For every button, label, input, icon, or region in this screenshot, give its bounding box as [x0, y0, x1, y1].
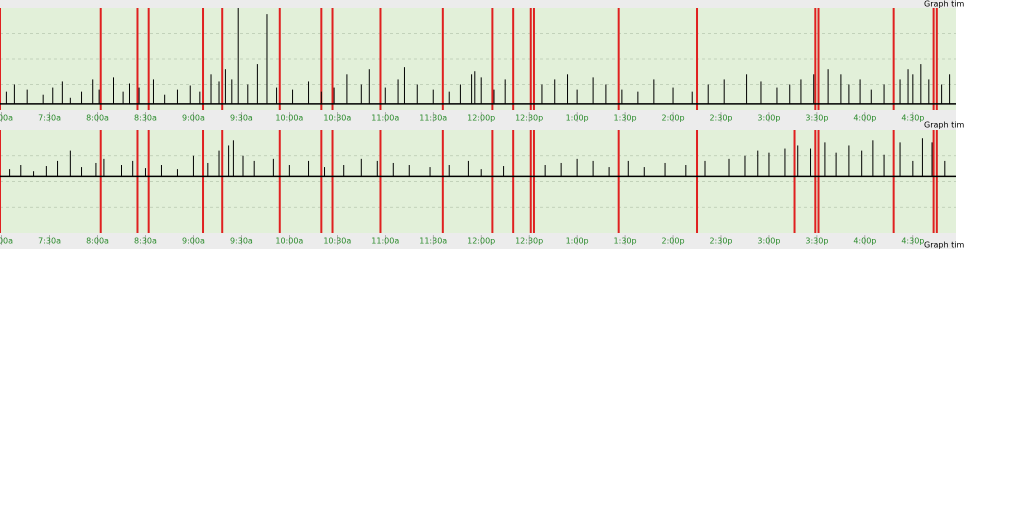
x-tick-label: 8:00a — [86, 114, 109, 123]
x-tick-label: 3:30p — [805, 237, 828, 246]
x-tick-label: 2:00p — [662, 114, 685, 123]
x-tick-label: 9:30a — [230, 237, 253, 246]
x-tick-label: 12:00p — [467, 237, 495, 246]
x-tick-label: 7:00a — [0, 237, 13, 246]
x-tick-label: 12:30p — [515, 237, 543, 246]
x-tick-label: 10:30a — [323, 237, 351, 246]
axis-strip — [0, 233, 956, 249]
x-tick-label: 8:00a — [86, 237, 109, 246]
x-tick-label: 11:00a — [371, 237, 399, 246]
x-tick-label: 11:00a — [371, 114, 399, 123]
x-tick-label: 10:00a — [275, 237, 303, 246]
x-tick-label: 2:30p — [709, 114, 732, 123]
plot-area — [0, 130, 956, 233]
header-strip — [0, 0, 956, 8]
axis-strip — [0, 110, 956, 130]
x-tick-label: 3:00p — [757, 237, 780, 246]
x-tick-label: 1:00p — [566, 237, 589, 246]
x-tick-label: 2:00p — [662, 237, 685, 246]
x-tick-label: 1:30p — [614, 237, 637, 246]
x-tick-label: 11:30a — [419, 237, 447, 246]
x-tick-label: 2:30p — [709, 237, 732, 246]
x-tick-label: 3:30p — [805, 114, 828, 123]
x-tick-label: 7:30a — [38, 237, 61, 246]
x-tick-label: 3:00p — [757, 114, 780, 123]
x-tick-label: 12:30p — [515, 114, 543, 123]
x-tick-label: 7:30a — [38, 114, 61, 123]
plot-area — [0, 8, 956, 110]
x-tick-label: 9:00a — [182, 237, 205, 246]
x-tick-label: 11:30a — [419, 114, 447, 123]
x-tick-label: 8:30a — [134, 237, 157, 246]
x-tick-label: 10:30a — [323, 114, 351, 123]
x-tick-label: 9:00a — [182, 114, 205, 123]
panel-title: Graph tim — [924, 0, 964, 9]
x-tick-label: 10:00a — [275, 114, 303, 123]
x-tick-label: 4:00p — [853, 114, 876, 123]
panel-title: Graph tim — [924, 241, 964, 250]
x-tick-label: 1:00p — [566, 114, 589, 123]
panel-title: Graph tim — [924, 121, 964, 130]
x-tick-label: 12:00p — [467, 114, 495, 123]
x-tick-label: 4:30p — [901, 114, 924, 123]
x-tick-label: 4:30p — [901, 237, 924, 246]
x-tick-label: 1:30p — [614, 114, 637, 123]
x-tick-label: 8:30a — [134, 114, 157, 123]
x-tick-label: 9:30a — [230, 114, 253, 123]
x-tick-label: 4:00p — [853, 237, 876, 246]
x-tick-label: 7:00a — [0, 114, 13, 123]
